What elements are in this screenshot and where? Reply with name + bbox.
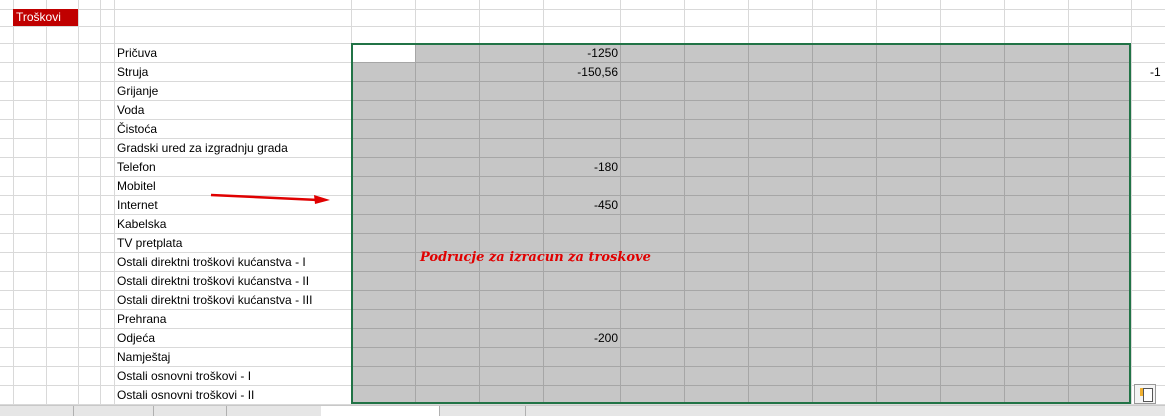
row-value-cell[interactable] — [543, 139, 618, 158]
selection-column-line — [812, 45, 813, 402]
row-value-cell[interactable] — [543, 367, 618, 386]
selection-row-line — [353, 271, 1129, 272]
selection-row-line — [353, 157, 1129, 158]
sheet-tab-active[interactable] — [321, 406, 440, 416]
selection-row-line — [353, 347, 1129, 348]
row-value-cell[interactable] — [543, 291, 618, 310]
row-label[interactable]: Mobitel — [117, 179, 156, 193]
selection-column-line — [940, 45, 941, 402]
selection-row-line — [353, 138, 1129, 139]
row-gridline — [0, 404, 1165, 405]
row-label[interactable]: Ostali direktni troškovi kućanstva - III — [117, 293, 313, 307]
selection-column-line — [415, 45, 416, 402]
sheet-title-cell[interactable]: Troškovi — [13, 9, 78, 26]
row-value-cell[interactable] — [543, 177, 618, 196]
selection-row-line — [353, 309, 1129, 310]
selection-row-line — [353, 328, 1129, 329]
row-label[interactable]: Ostali osnovni troškovi - II — [117, 388, 255, 402]
column-gridline — [1131, 0, 1132, 405]
selection-column-line — [620, 45, 621, 402]
column-gridline — [78, 0, 79, 405]
selection-row-line — [353, 100, 1129, 101]
row-value-cell[interactable]: -450 — [593, 198, 618, 212]
row-label[interactable]: Struja — [117, 65, 149, 79]
selected-range[interactable] — [351, 43, 1131, 404]
selection-row-line — [353, 195, 1129, 196]
row-label[interactable]: Čistoća — [117, 122, 158, 136]
row-value-cell[interactable] — [543, 386, 618, 405]
selection-column-line — [748, 45, 749, 402]
row-value-cell[interactable]: -180 — [593, 160, 618, 174]
row-label[interactable]: Namještaj — [117, 350, 171, 364]
row-label[interactable]: Odjeća — [117, 331, 156, 345]
row-label[interactable]: Grijanje — [117, 84, 159, 98]
selection-row-line — [353, 81, 1129, 82]
sheet-tab[interactable] — [73, 406, 154, 416]
row-gridline — [0, 26, 1165, 27]
row-value-cell[interactable] — [543, 272, 618, 291]
selection-row-line — [353, 176, 1129, 177]
sheet-tab-bar[interactable] — [0, 405, 1165, 416]
selection-column-line — [543, 45, 544, 402]
selection-column-line — [479, 45, 480, 402]
red-arrow-right-icon — [210, 193, 330, 204]
selection-row-line — [353, 62, 1129, 63]
row-label[interactable]: Ostali direktni troškovi kućanstva - II — [117, 274, 310, 288]
row-label[interactable]: Prehrana — [117, 312, 167, 326]
selection-row-line — [353, 366, 1129, 367]
selection-row-line — [353, 290, 1129, 291]
row-value-cell[interactable] — [543, 310, 618, 329]
row-value-cell[interactable] — [543, 82, 618, 101]
selection-row-line — [353, 214, 1129, 215]
column-gridline — [46, 0, 47, 405]
selection-row-line — [353, 385, 1129, 386]
quick-analysis-icon[interactable] — [1134, 384, 1156, 404]
row-value-cell[interactable]: -200 — [593, 331, 618, 345]
selection-column-line — [684, 45, 685, 402]
row-label[interactable]: Internet — [117, 198, 158, 212]
active-cell[interactable] — [353, 45, 415, 62]
row-value-cell[interactable] — [543, 215, 618, 234]
selection-column-line — [1004, 45, 1005, 402]
row-label[interactable]: Pričuva — [117, 46, 158, 60]
annotation-text: Podrucje za izracun za troskove — [420, 250, 651, 265]
row-label[interactable]: Voda — [117, 103, 145, 117]
row-label[interactable]: Ostali direktni troškovi kućanstva - I — [117, 255, 306, 269]
row-label[interactable]: Kabelska — [117, 217, 167, 231]
row-label[interactable]: Gradski ured za izgradnju grada — [117, 141, 288, 155]
selection-row-line — [353, 119, 1129, 120]
column-gridline — [114, 0, 115, 405]
row-label[interactable]: Ostali osnovni troškovi - I — [117, 369, 252, 383]
selection-column-line — [1068, 45, 1069, 402]
sheet-tab[interactable] — [153, 406, 227, 416]
column-gridline — [100, 0, 101, 405]
column-gridline — [13, 0, 14, 405]
selection-column-line — [876, 45, 877, 402]
row-gridline — [0, 9, 1165, 10]
selection-row-line — [353, 252, 1129, 253]
clipped-cell-value: -1 — [1150, 65, 1161, 79]
row-value-cell[interactable] — [543, 101, 618, 120]
row-label[interactable]: TV pretplata — [117, 236, 183, 250]
row-value-cell[interactable] — [543, 120, 618, 139]
sheet-tab[interactable] — [0, 406, 74, 416]
selection-row-line — [353, 233, 1129, 234]
row-value-cell[interactable] — [543, 348, 618, 367]
row-label[interactable]: Telefon — [117, 160, 156, 174]
row-value-cell[interactable]: -1250 — [587, 46, 618, 60]
sheet-tab[interactable] — [440, 406, 526, 416]
row-value-cell[interactable]: -150,56 — [577, 65, 618, 79]
